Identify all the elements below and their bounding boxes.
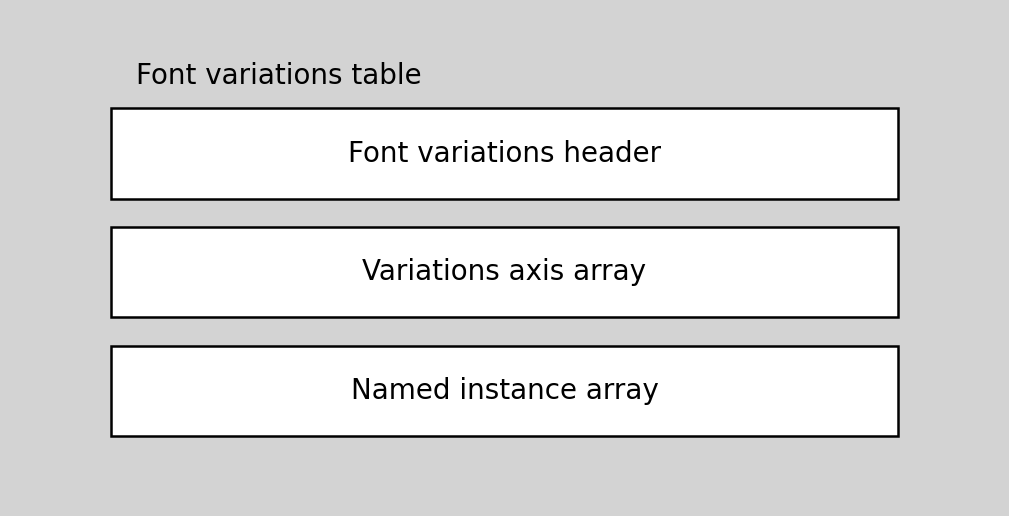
FancyBboxPatch shape <box>111 346 898 436</box>
Text: Font variations header: Font variations header <box>348 139 661 168</box>
FancyBboxPatch shape <box>111 227 898 317</box>
Text: Variations axis array: Variations axis array <box>362 258 647 286</box>
Text: Font variations table: Font variations table <box>136 62 422 90</box>
FancyBboxPatch shape <box>111 108 898 199</box>
Text: Named instance array: Named instance array <box>350 377 659 405</box>
